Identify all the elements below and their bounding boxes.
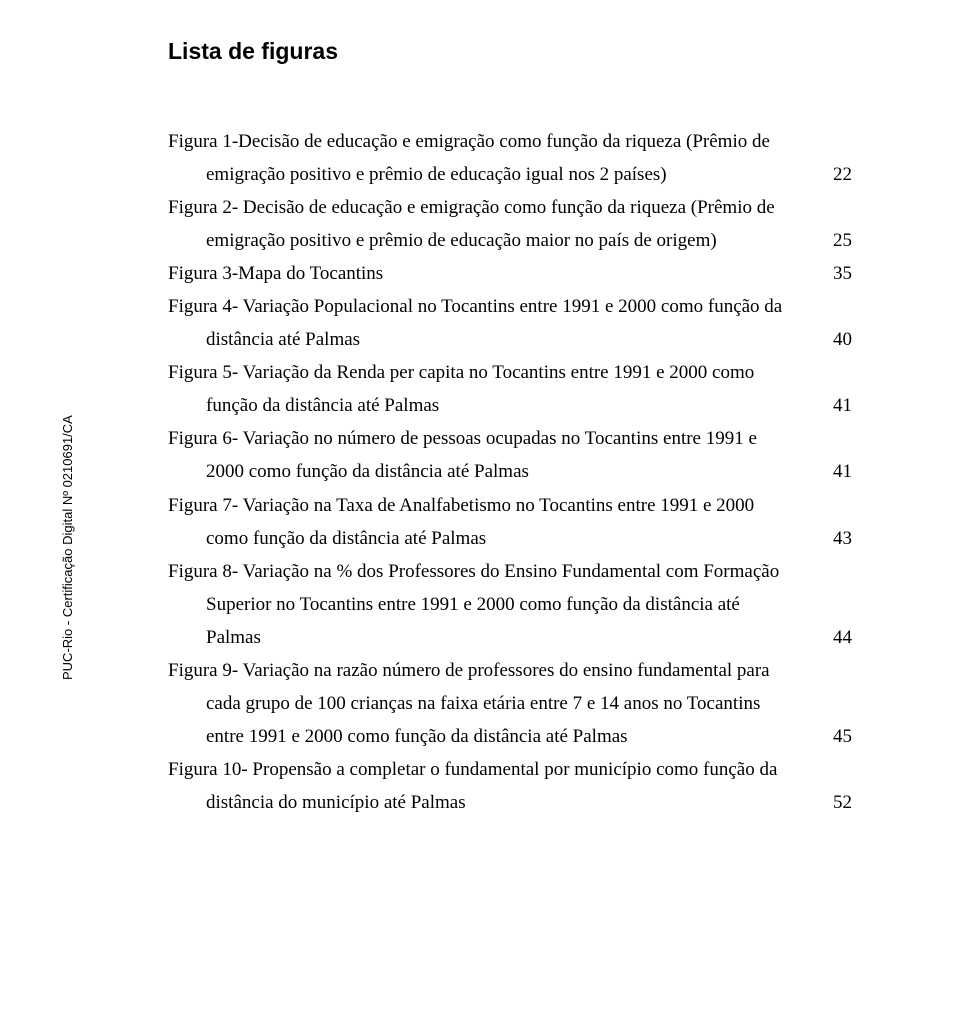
entry-text: cada grupo de 100 crianças na faixa etár…	[206, 687, 852, 720]
list-entry: Figura 6- Variação no número de pessoas …	[168, 422, 852, 488]
entry-text: emigração positivo e prêmio de educação …	[206, 158, 833, 191]
entry-text: como função da distância até Palmas	[206, 522, 833, 555]
entry-line: Figura 1-Decisão de educação e emigração…	[168, 125, 852, 158]
entry-page-number: 41	[833, 389, 852, 422]
entry-line: distância do município até Palmas52	[168, 786, 852, 819]
entry-text: Figura 9- Variação na razão número de pr…	[168, 654, 852, 687]
entry-line: como função da distância até Palmas43	[168, 522, 852, 555]
entry-line: 2000 como função da distância até Palmas…	[168, 455, 852, 488]
entry-text: Figura 6- Variação no número de pessoas …	[168, 422, 852, 455]
entry-text: Palmas	[206, 621, 833, 654]
entry-page-number: 22	[833, 158, 852, 191]
list-entry: Figura 2- Decisão de educação e emigraçã…	[168, 191, 852, 257]
entry-page-number: 52	[833, 786, 852, 819]
entry-page-number: 40	[833, 323, 852, 356]
certification-sidetext: PUC-Rio - Certificação Digital Nº 021069…	[60, 415, 75, 680]
entry-line: função da distância até Palmas41	[168, 389, 852, 422]
entry-page-number: 44	[833, 621, 852, 654]
entry-line: Figura 8- Variação na % dos Professores …	[168, 555, 852, 588]
list-entry: Figura 7- Variação na Taxa de Analfabeti…	[168, 489, 852, 555]
list-entry: Figura 3-Mapa do Tocantins35	[168, 257, 852, 290]
entry-page-number: 25	[833, 224, 852, 257]
entry-text: Figura 4- Variação Populacional no Tocan…	[168, 290, 852, 323]
entry-line: Superior no Tocantins entre 1991 e 2000 …	[168, 588, 852, 621]
entry-line: Figura 10- Propensão a completar o funda…	[168, 753, 852, 786]
list-entry: Figura 1-Decisão de educação e emigração…	[168, 125, 852, 191]
entry-line: cada grupo de 100 crianças na faixa etár…	[168, 687, 852, 720]
entry-text: entre 1991 e 2000 como função da distânc…	[206, 720, 833, 753]
entry-page-number: 45	[833, 720, 852, 753]
entry-line: Figura 9- Variação na razão número de pr…	[168, 654, 852, 687]
list-entry: Figura 10- Propensão a completar o funda…	[168, 753, 852, 819]
page-heading: Lista de figuras	[168, 38, 852, 65]
entry-line: Figura 4- Variação Populacional no Tocan…	[168, 290, 852, 323]
entry-text: Figura 2- Decisão de educação e emigraçã…	[168, 191, 852, 224]
entry-text: Figura 3-Mapa do Tocantins	[168, 257, 833, 290]
entry-text: função da distância até Palmas	[206, 389, 833, 422]
entry-page-number: 35	[833, 257, 852, 290]
entries-container: Figura 1-Decisão de educação e emigração…	[168, 125, 852, 819]
entry-text: 2000 como função da distância até Palmas	[206, 455, 833, 488]
entry-line: Figura 6- Variação no número de pessoas …	[168, 422, 852, 455]
list-entry: Figura 5- Variação da Renda per capita n…	[168, 356, 852, 422]
entry-text: Superior no Tocantins entre 1991 e 2000 …	[206, 588, 852, 621]
entry-line: emigração positivo e prêmio de educação …	[168, 224, 852, 257]
entry-page-number: 43	[833, 522, 852, 555]
entry-text: distância até Palmas	[206, 323, 833, 356]
entry-line: Palmas44	[168, 621, 852, 654]
entry-text: Figura 7- Variação na Taxa de Analfabeti…	[168, 489, 852, 522]
entry-line: distância até Palmas40	[168, 323, 852, 356]
entry-line: Figura 3-Mapa do Tocantins35	[168, 257, 852, 290]
entry-text: Figura 8- Variação na % dos Professores …	[168, 555, 852, 588]
entry-text: Figura 1-Decisão de educação e emigração…	[168, 125, 852, 158]
list-entry: Figura 4- Variação Populacional no Tocan…	[168, 290, 852, 356]
entry-line: Figura 7- Variação na Taxa de Analfabeti…	[168, 489, 852, 522]
entry-text: emigração positivo e prêmio de educação …	[206, 224, 833, 257]
list-entry: Figura 8- Variação na % dos Professores …	[168, 555, 852, 654]
entry-page-number: 41	[833, 455, 852, 488]
entry-text: distância do município até Palmas	[206, 786, 833, 819]
entry-line: emigração positivo e prêmio de educação …	[168, 158, 852, 191]
entry-text: Figura 5- Variação da Renda per capita n…	[168, 356, 852, 389]
entry-line: Figura 2- Decisão de educação e emigraçã…	[168, 191, 852, 224]
entry-text: Figura 10- Propensão a completar o funda…	[168, 753, 852, 786]
list-entry: Figura 9- Variação na razão número de pr…	[168, 654, 852, 753]
entry-line: Figura 5- Variação da Renda per capita n…	[168, 356, 852, 389]
entry-line: entre 1991 e 2000 como função da distânc…	[168, 720, 852, 753]
